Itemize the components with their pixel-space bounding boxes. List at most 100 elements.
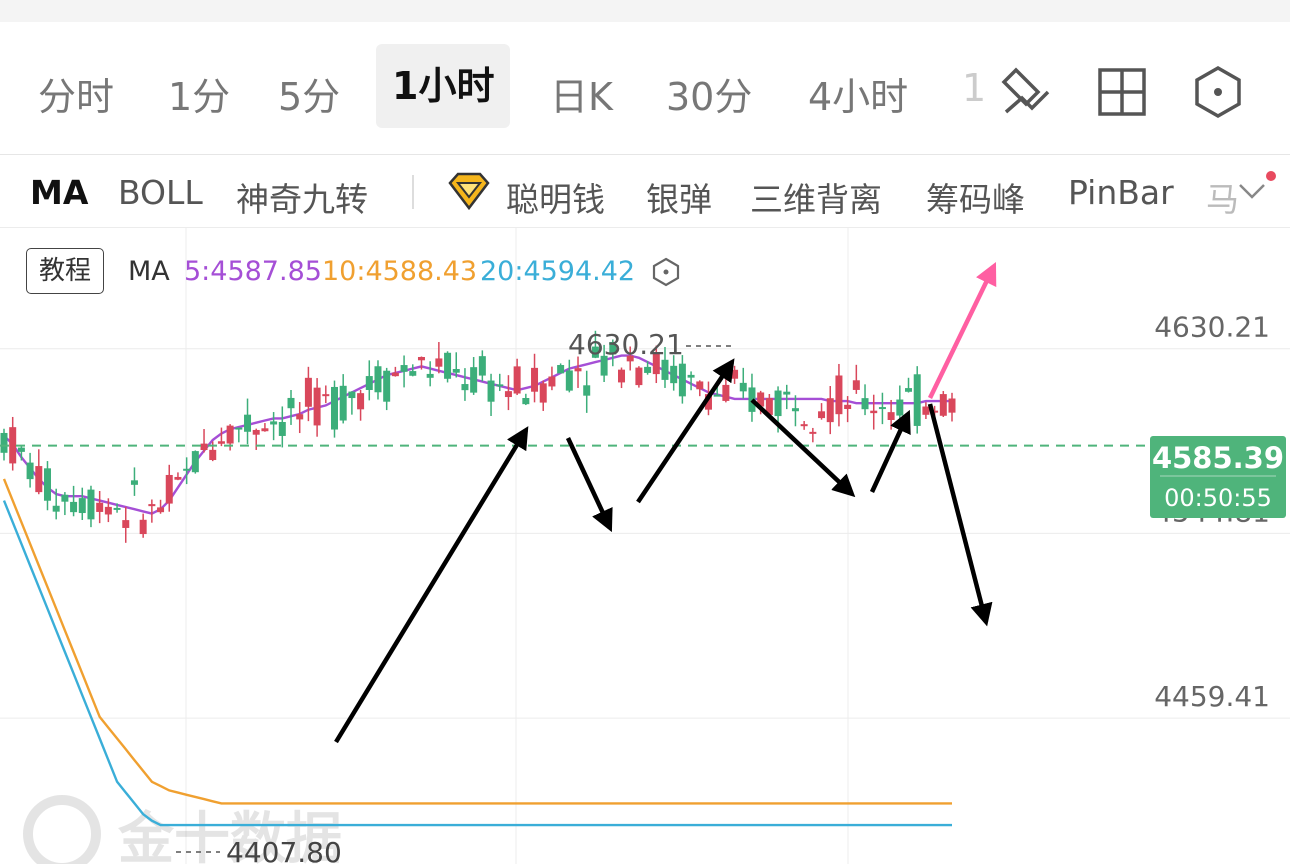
- candle-body: [557, 365, 565, 374]
- candle-body: [731, 369, 739, 379]
- annotation-arrow: [636, 358, 735, 504]
- tab-30min[interactable]: 30分: [666, 75, 753, 119]
- candle-body: [670, 365, 678, 384]
- candle-body: [626, 355, 634, 362]
- candle-body: [496, 384, 504, 387]
- candle-body: [226, 425, 234, 444]
- candle-body: [452, 368, 460, 373]
- indicator-td9[interactable]: 神奇九转: [236, 180, 368, 219]
- candle-body: [174, 476, 182, 480]
- candle-body: [217, 441, 225, 444]
- candle-body: [539, 383, 547, 403]
- indicator-boll[interactable]: BOLL: [118, 173, 203, 212]
- high-price-label: 4630.21: [568, 328, 684, 361]
- candle-body: [139, 519, 147, 535]
- candle-body: [878, 407, 886, 410]
- candle-body: [165, 474, 173, 504]
- current-price-tag: [1150, 436, 1286, 518]
- candle-body: [609, 341, 617, 355]
- divider: [0, 227, 1290, 228]
- candle-body: [122, 520, 130, 528]
- candle-body: [365, 376, 373, 390]
- candle-body: [644, 366, 652, 373]
- tutorial-button[interactable]: 教程: [26, 248, 104, 294]
- candle-body: [870, 410, 878, 414]
- candle-body: [678, 363, 686, 397]
- current-price-value: 4585.39: [1152, 441, 1284, 475]
- tab-1min[interactable]: 1分: [168, 75, 231, 119]
- period-tabs: 分时 1分 5分 1小时 日K 30分 4小时 1: [0, 22, 1290, 154]
- annotation-arrow: [927, 261, 997, 399]
- candle-body: [687, 374, 695, 378]
- settings-hexagon-icon[interactable]: [1188, 62, 1248, 122]
- candle-body: [435, 358, 443, 367]
- indicator-pinbar[interactable]: PinBar: [1068, 173, 1174, 212]
- chart-grid: [0, 228, 1290, 864]
- tab-4hour[interactable]: 4小时: [808, 75, 909, 119]
- candle-body: [183, 468, 191, 471]
- svg-text:金十数据: 金十数据: [117, 807, 342, 864]
- candle-body: [487, 380, 495, 402]
- candle-body: [704, 394, 712, 410]
- candle-body: [113, 507, 121, 510]
- indicator-chip-peak[interactable]: 筹码峰: [926, 180, 1025, 219]
- candle-body: [374, 366, 382, 393]
- candle-body: [383, 370, 391, 402]
- candle-body: [391, 372, 399, 377]
- notification-dot: [1266, 171, 1276, 181]
- candle-body: [357, 393, 365, 410]
- candle-body: [948, 398, 956, 413]
- candle-body: [826, 398, 834, 423]
- candle-countdown: 00:50:55: [1164, 484, 1272, 512]
- indicator-3d-divergence[interactable]: 三维背离: [750, 180, 882, 219]
- candle-body: [330, 386, 338, 430]
- candle-body: [130, 480, 138, 485]
- candle-body: [235, 427, 243, 430]
- candle-body: [339, 385, 347, 421]
- ma20-line: [2, 500, 952, 827]
- draw-tool-icon[interactable]: [996, 62, 1056, 122]
- candle-body: [287, 397, 295, 409]
- candlestick-chart[interactable]: 金十数据 4630.214544.814459.414630.214407.80…: [0, 228, 1290, 864]
- tab-fenshi[interactable]: 分时: [38, 75, 115, 119]
- candle-body: [244, 414, 252, 432]
- candle-body: [87, 489, 95, 520]
- tab-1hour[interactable]: 1小时: [376, 44, 511, 128]
- indicator-ma[interactable]: MA: [30, 173, 89, 212]
- annotation-arrow: [927, 403, 993, 627]
- candle-body: [400, 365, 408, 372]
- layout-grid-icon[interactable]: [1092, 62, 1152, 122]
- tab-daily[interactable]: 日K: [550, 75, 613, 119]
- candle-body: [104, 506, 112, 515]
- candle-body: [61, 494, 69, 502]
- ma-settings-icon[interactable]: [650, 256, 682, 288]
- candle-body: [322, 394, 330, 397]
- candle-body: [548, 376, 556, 387]
- candle-body: [844, 404, 852, 410]
- candle-body: [270, 421, 278, 425]
- tab-5min[interactable]: 5分: [278, 75, 341, 119]
- candle-body: [887, 412, 895, 421]
- candle-body: [348, 391, 356, 399]
- candle-body: [765, 398, 773, 415]
- chevron-down-icon[interactable]: [1236, 181, 1268, 201]
- ma5-line: [3, 354, 952, 515]
- ma10-value: 10:4588.43: [322, 256, 478, 287]
- indicator-smart-money[interactable]: 聪明钱: [506, 180, 605, 219]
- candle-body: [591, 346, 599, 358]
- tab-overflow[interactable]: 1: [962, 66, 987, 110]
- candle-body: [96, 502, 104, 512]
- candle-body: [17, 447, 25, 452]
- candle-body: [148, 504, 156, 507]
- indicator-silver-bullet[interactable]: 银弹: [646, 180, 712, 219]
- candle-body: [905, 388, 913, 392]
- candle-body: [0, 432, 8, 453]
- candle-body: [635, 367, 643, 386]
- candle-body: [209, 449, 217, 461]
- candle-body: [470, 367, 478, 393]
- candle-body: [896, 399, 904, 416]
- candle-body: [444, 352, 452, 379]
- candle-body: [513, 366, 521, 394]
- candle-body: [748, 387, 756, 412]
- indicator-overflow[interactable]: 马: [1206, 180, 1239, 219]
